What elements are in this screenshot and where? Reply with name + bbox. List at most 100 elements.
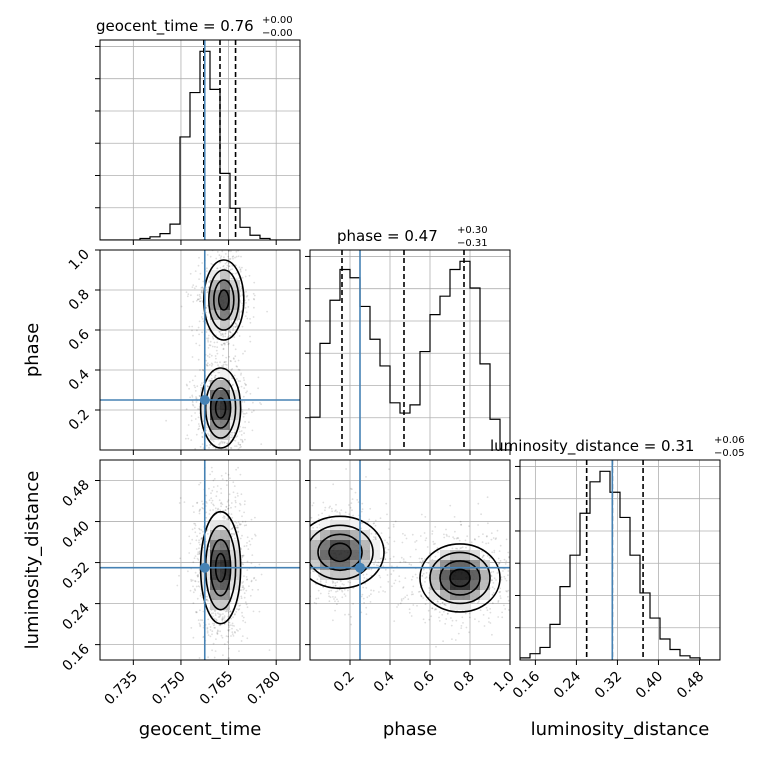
sample-point [226,341,229,344]
sample-point [231,622,234,625]
sample-point [422,568,425,571]
sample-point [232,383,234,386]
sample-point [227,635,229,638]
sample-point [461,616,464,619]
sample-point [302,569,304,571]
sample-point [194,412,197,414]
sample-point [234,631,237,634]
sample-point [243,379,246,381]
truth-marker [355,562,365,573]
sample-point [235,445,238,447]
sample-point [400,556,403,559]
sample-point [240,445,242,448]
sample-point [241,276,244,279]
sample-point [228,330,231,332]
sample-point [362,597,365,600]
sample-point [190,415,193,417]
sample-point [343,593,346,596]
sample-point [400,598,403,600]
sample-point [343,588,346,591]
sample-point [428,591,431,594]
sample-point [330,589,333,592]
sample-point [402,587,404,589]
sample-point [384,568,387,571]
sample-point [485,606,488,609]
sample-point [384,558,387,561]
sample-point [370,568,373,571]
sample-point [234,322,237,325]
sample-point [207,600,209,602]
sample-point [390,573,393,576]
sample-point [201,537,203,540]
sample-point [212,622,214,625]
sample-point [227,499,230,501]
sample-point [231,627,233,630]
sample-point [216,629,219,632]
density-cell [350,520,360,530]
sample-point [201,290,203,293]
sample-point [259,402,261,404]
sample-point [402,597,405,600]
sample-point [180,305,183,308]
sample-point [253,306,255,309]
sample-point [392,569,395,572]
sample-point [228,265,231,268]
sample-point [205,494,208,497]
sample-point [232,255,235,258]
sample-point [387,580,390,583]
sample-point [412,585,415,588]
sample-point [477,535,480,538]
sample-point [207,337,210,340]
sample-point [199,272,202,275]
sample-point [220,501,223,504]
sample-point [420,562,423,565]
sample-point [430,615,433,618]
density-cell [350,550,360,560]
sample-point [191,401,194,404]
sample-point [231,377,234,380]
sample-point [211,345,214,348]
sample-point [306,526,308,528]
sample-point [193,522,196,525]
sample-point [246,569,249,571]
sample-point [211,630,214,633]
sample-point [210,466,213,469]
sample-point [198,509,201,511]
sample-point [199,508,202,511]
sample-point [425,537,428,540]
sample-point [221,617,224,620]
sample-point [354,491,357,494]
sample-point [222,654,224,657]
sample-point [207,533,209,535]
sample-point [222,618,225,620]
sample-point [428,587,431,589]
sample-point [201,436,204,439]
sample-point [515,550,517,552]
ylabel-luminosity-distance: luminosity_distance [22,471,43,650]
sample-point [197,559,200,561]
sample-point [451,619,454,622]
density-cell [450,570,460,580]
sample-point [207,656,210,659]
sample-point [222,244,224,246]
sample-point [347,581,350,583]
density-cell [210,590,220,600]
density-cell [220,590,230,600]
sample-point [333,598,335,600]
sample-point [219,267,222,269]
sample-point [412,593,414,596]
sample-point [199,624,202,626]
y-tick-label: 0.24 [59,600,92,633]
sample-point [208,280,211,282]
sample-point [230,277,233,280]
sample-point [200,316,203,318]
sample-point [307,527,309,529]
sample-point [234,348,237,351]
sample-point [350,487,352,490]
sample-point [498,550,501,552]
sample-point [244,307,247,309]
sample-point [198,657,201,659]
sample-point [482,554,485,557]
sample-point [312,526,314,529]
sample-point [224,448,227,450]
